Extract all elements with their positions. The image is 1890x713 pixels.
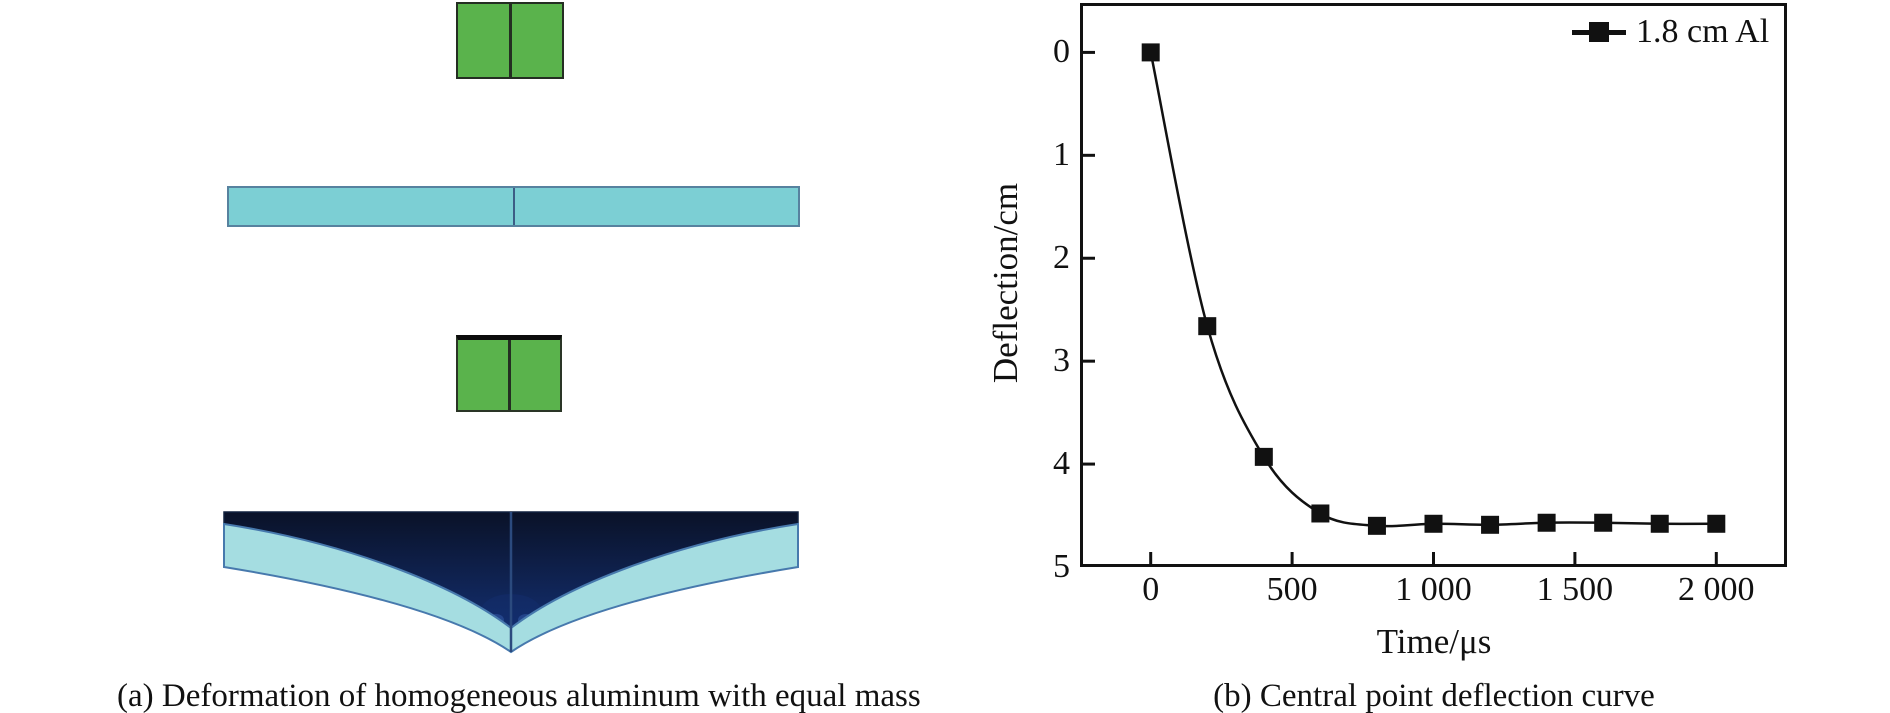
legend-square-marker-icon [1589,22,1609,42]
charge-block-midline [508,4,512,77]
x-tick-label: 1 500 [1536,571,1614,608]
plot-border [1080,3,1787,567]
y-tick-label: 1 [1053,136,1070,174]
y-tick-label: 2 [1053,239,1070,277]
x-tick-label: 500 [1266,571,1318,608]
y-tick-label: 0 [1053,33,1070,71]
data-markers [1141,43,1726,535]
deformed-plate-band [223,522,799,654]
panel-b-caption: (b) Central point deflection curve [1213,678,1655,713]
chart-legend: 1.8 cm Al [1572,10,1769,54]
axis-ticks [1083,50,1718,567]
deflection-curve [1149,52,1717,528]
legend-line [1572,22,1626,42]
y-axis-label: Deflection/cm [986,182,1025,384]
charge-block-midline [507,340,511,410]
deflection-chart [1080,3,1787,567]
charge-block-initial [456,2,564,79]
x-tick-label: 0 [1142,571,1160,608]
charge-block-second [456,335,562,412]
x-axis-label: Time/μs [1376,622,1492,661]
deformed-plate-graphic [223,511,799,654]
panel-a-caption: (a) Deformation of homogeneous aluminum … [117,678,921,713]
legend-label: 1.8 cm Al [1636,13,1770,50]
aluminum-plate-initial [227,186,800,227]
y-tick-label: 5 [1053,548,1070,585]
x-tick-label: 2 000 [1678,571,1755,608]
x-tick-label: 1 000 [1395,571,1472,608]
plate-midline [512,188,515,225]
y-tick-label: 3 [1053,342,1070,380]
y-tick-label: 4 [1053,445,1070,483]
